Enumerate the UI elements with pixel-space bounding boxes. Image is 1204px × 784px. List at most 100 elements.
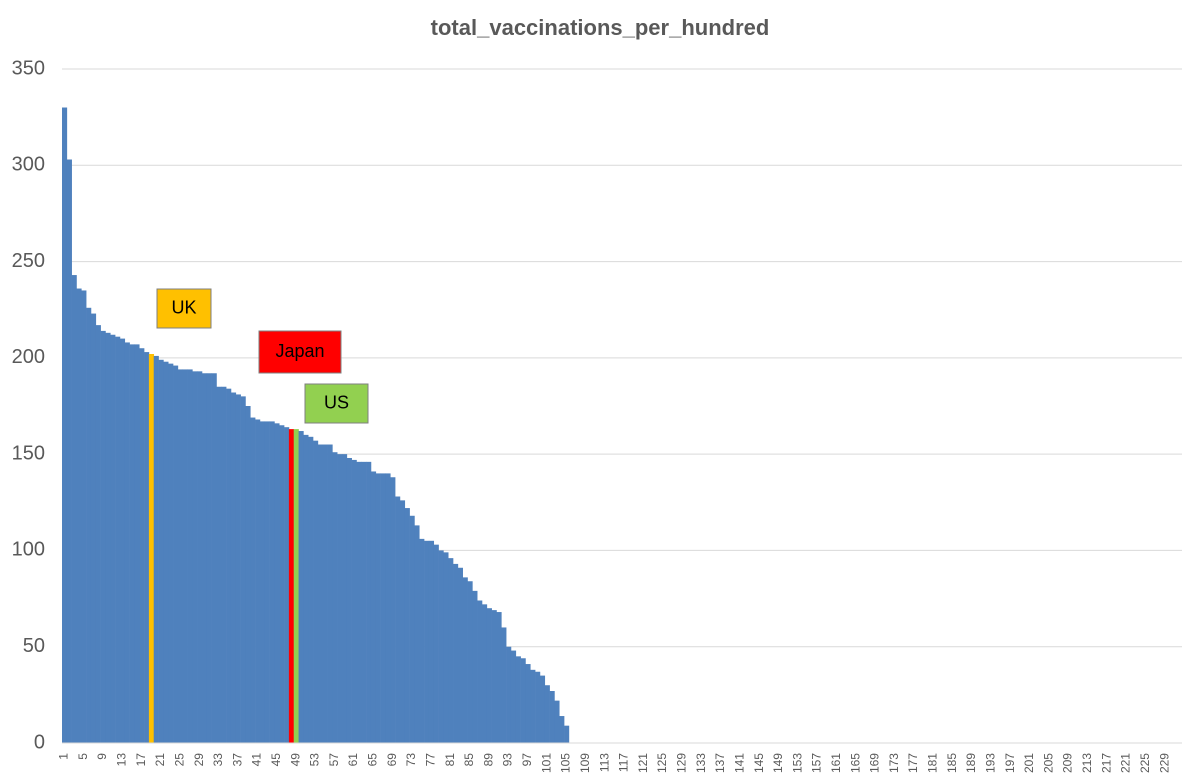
x-tick-label: 21	[153, 753, 167, 767]
y-tick-label: 300	[12, 154, 45, 176]
y-tick-label: 0	[34, 731, 45, 753]
bar	[192, 371, 198, 743]
annotation-box	[304, 383, 369, 424]
x-tick-label: 137	[713, 753, 727, 773]
bar	[322, 444, 328, 743]
bar	[62, 107, 68, 743]
bar	[279, 425, 285, 743]
x-tick-label: 221	[1119, 753, 1133, 773]
x-tick-label: 145	[752, 753, 766, 773]
bar	[216, 386, 222, 743]
bar	[390, 477, 396, 743]
x-tick-label: 117	[617, 753, 631, 772]
bar	[235, 394, 241, 743]
x-tick-label: 93	[501, 753, 515, 767]
bar	[100, 330, 106, 743]
x-tick-label: 173	[887, 753, 901, 773]
x-tick-label: 25	[172, 753, 186, 767]
bar	[544, 685, 550, 743]
bar	[370, 471, 377, 743]
y-tick-label: 150	[12, 442, 45, 464]
bar	[105, 332, 111, 743]
x-tick-label: 129	[675, 753, 689, 773]
x-tick-label: 41	[250, 753, 264, 767]
x-tick-label: 69	[385, 753, 399, 767]
bar	[240, 396, 246, 743]
bar	[535, 671, 541, 743]
x-tick-label: 81	[443, 753, 457, 767]
bar	[385, 473, 391, 743]
x-tick-label: 105	[559, 753, 573, 773]
bar	[177, 369, 183, 743]
bar	[462, 577, 468, 743]
x-tick-label: 73	[404, 753, 418, 767]
x-tick-label: 185	[945, 753, 959, 773]
bar	[467, 581, 473, 743]
bar	[530, 669, 536, 743]
bar	[337, 454, 343, 743]
bar	[443, 552, 449, 743]
bar	[346, 457, 352, 743]
bar	[366, 461, 372, 743]
bar	[342, 454, 348, 743]
bar	[274, 423, 280, 743]
bar	[144, 352, 150, 743]
x-tick-label: 225	[1138, 753, 1152, 773]
bar	[163, 361, 169, 743]
x-tick-label: 13	[115, 753, 129, 767]
bar	[110, 334, 116, 743]
x-tick-label: 101	[539, 753, 553, 773]
bar	[395, 496, 401, 743]
bar	[351, 459, 357, 743]
x-tick-label: 1	[57, 753, 71, 760]
bar	[375, 473, 381, 743]
bar	[510, 650, 517, 743]
bar	[284, 427, 290, 743]
bar	[298, 431, 304, 743]
bar	[187, 369, 193, 743]
x-tick-label: 97	[520, 753, 534, 767]
x-tick-label: 37	[230, 753, 244, 767]
bar	[520, 658, 526, 743]
bar	[293, 429, 299, 743]
y-tick-label: 200	[12, 346, 45, 368]
bar	[525, 664, 531, 743]
bar	[433, 544, 439, 743]
bar	[409, 515, 415, 743]
x-tick-label: 85	[462, 753, 476, 767]
bar	[380, 473, 386, 743]
chart-title: total_vaccinations_per_hundred	[431, 15, 770, 40]
bar	[148, 354, 155, 743]
bar	[129, 344, 135, 743]
bar	[139, 348, 145, 743]
x-tick-label: 165	[848, 753, 862, 773]
bar	[564, 725, 570, 743]
x-tick-label: 125	[655, 753, 669, 773]
bar	[173, 365, 179, 743]
bar	[259, 421, 266, 743]
annotation-label: UK	[171, 297, 196, 317]
bar	[226, 388, 232, 743]
bar	[71, 275, 77, 743]
bar	[221, 386, 227, 743]
bar	[554, 700, 560, 743]
x-tick-label: 53	[308, 753, 322, 767]
y-tick-label: 50	[23, 635, 45, 657]
bar	[250, 417, 256, 743]
x-tick-label: 177	[906, 753, 920, 773]
x-tick-label: 217	[1099, 753, 1113, 773]
bar	[356, 461, 362, 743]
bar	[66, 159, 72, 744]
bar	[317, 444, 323, 743]
bar	[453, 563, 459, 743]
x-tick-label: 133	[694, 753, 708, 773]
bar	[95, 325, 101, 743]
bar	[153, 355, 159, 743]
x-tick-label: 45	[269, 753, 283, 767]
x-tick-label: 61	[346, 753, 360, 767]
x-tick-label: 153	[790, 753, 804, 773]
bar	[115, 336, 121, 743]
bar	[308, 436, 314, 743]
x-tick-label: 201	[1022, 753, 1036, 773]
